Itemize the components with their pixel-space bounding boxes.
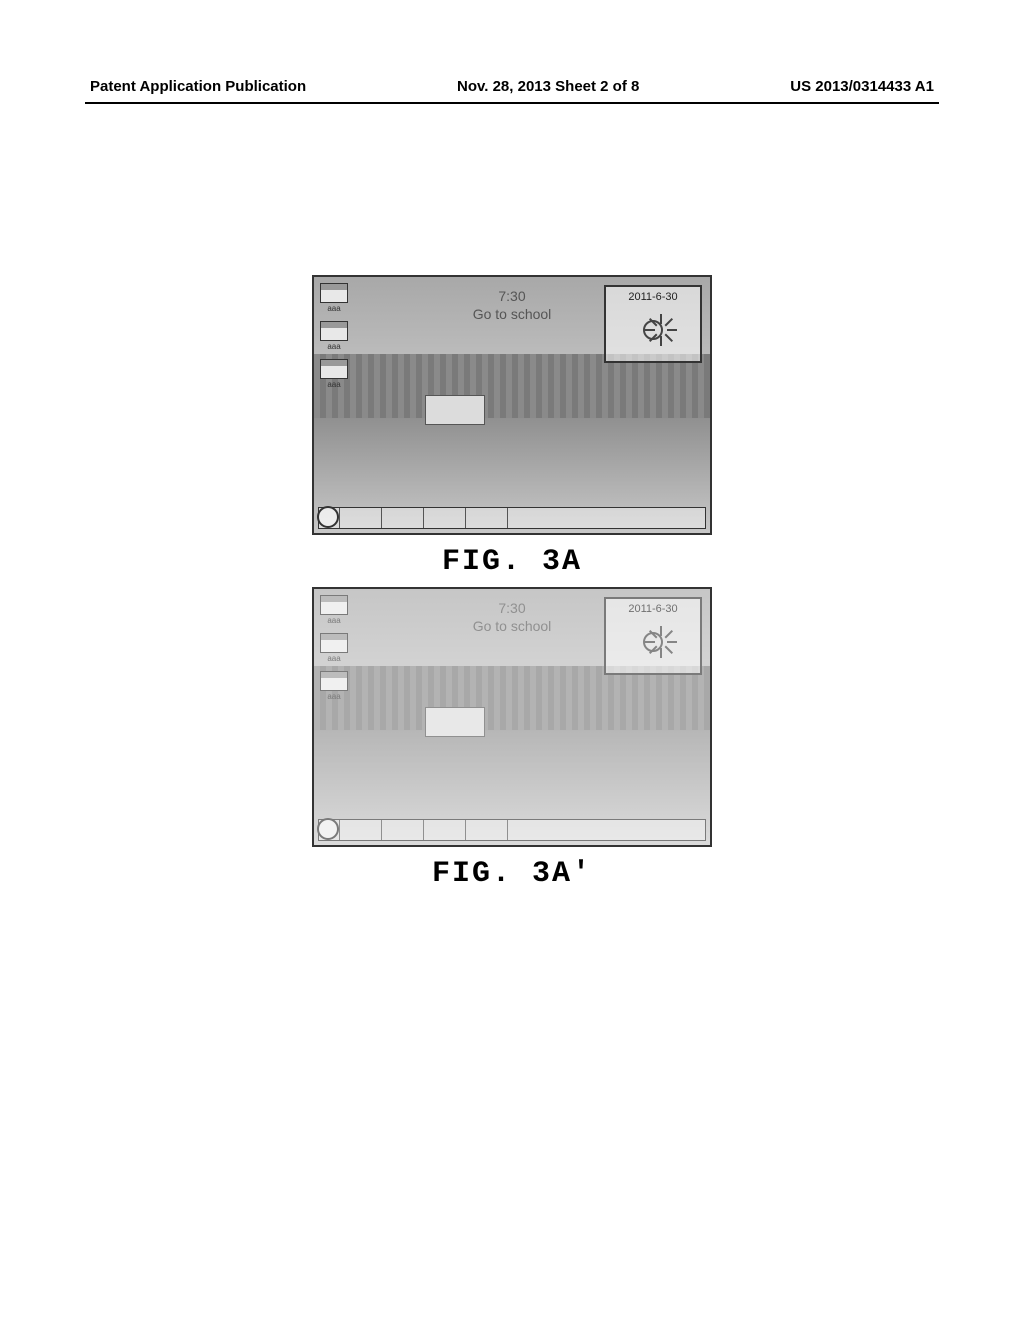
app-item[interactable]: aaa [320,633,348,663]
app-label: aaa [320,692,348,701]
dock-slot[interactable] [423,820,465,840]
reminder-msg: Go to school [473,305,552,323]
reminder-msg: Go to school [473,617,552,635]
sun-icon [628,309,678,351]
app-item[interactable]: aaa [320,359,348,389]
reminder-time: 7:30 [473,599,552,617]
content-area: aaa aaa aaa 7:30 Go to school 2011-6-30 [0,275,1024,899]
dock-slot[interactable] [465,508,507,528]
reminder-time: 7:30 [473,287,552,305]
figure-3a-screenshot: aaa aaa aaa 7:30 Go to school 2011-6-30 [312,275,712,535]
header-left: Patent Application Publication [90,78,306,95]
header-rule [85,102,939,104]
app-icon [320,321,348,341]
dock-bar [318,819,706,841]
dock-bar [318,507,706,529]
dock-slot[interactable] [465,820,507,840]
reminder-text: 7:30 Go to school [473,599,552,635]
figure-3a-prime-screenshot: aaa aaa aaa 7:30 Go to school 2011-6-30 [312,587,712,847]
date-label: 2011-6-30 [628,603,677,615]
app-icon-column: aaa aaa aaa [320,595,348,701]
app-label: aaa [320,380,348,389]
app-icon [320,595,348,615]
app-item[interactable]: aaa [320,283,348,313]
app-label: aaa [320,304,348,313]
app-label: aaa [320,342,348,351]
app-label: aaa [320,616,348,625]
dock-home-icon[interactable] [317,506,339,528]
dock-slot[interactable] [339,820,381,840]
app-icon [320,359,348,379]
dock-slot[interactable] [381,820,423,840]
figure-3a-prime-block: aaa aaa aaa 7:30 Go to school 2011-6-30 [312,587,712,891]
building-band [314,666,710,730]
tram-icon [425,395,485,425]
dock-slot[interactable] [381,508,423,528]
date-weather-widget[interactable]: 2011-6-30 [604,285,702,363]
app-icon-column: aaa aaa aaa [320,283,348,389]
page-header: Patent Application Publication Nov. 28, … [0,78,1024,95]
app-icon [320,633,348,653]
tram-icon [425,707,485,737]
app-icon [320,671,348,691]
figure-3a-prime-caption: FIG. 3A' [432,857,592,891]
app-label: aaa [320,654,348,663]
dock-slot[interactable] [507,820,549,840]
reminder-text: 7:30 Go to school [473,287,552,323]
date-label: 2011-6-30 [628,291,677,303]
app-icon [320,283,348,303]
app-item[interactable]: aaa [320,595,348,625]
dock-slot[interactable] [507,508,549,528]
header-center: Nov. 28, 2013 Sheet 2 of 8 [457,78,639,95]
dock-slot[interactable] [339,508,381,528]
app-item[interactable]: aaa [320,671,348,701]
header-right: US 2013/0314433 A1 [790,78,934,95]
dock-home-icon[interactable] [317,818,339,840]
building-band [314,354,710,418]
figure-3a-caption: FIG. 3A [442,545,582,579]
dock-slot[interactable] [423,508,465,528]
figure-3a-block: aaa aaa aaa 7:30 Go to school 2011-6-30 [312,275,712,579]
sun-icon [628,621,678,663]
date-weather-widget[interactable]: 2011-6-30 [604,597,702,675]
app-item[interactable]: aaa [320,321,348,351]
